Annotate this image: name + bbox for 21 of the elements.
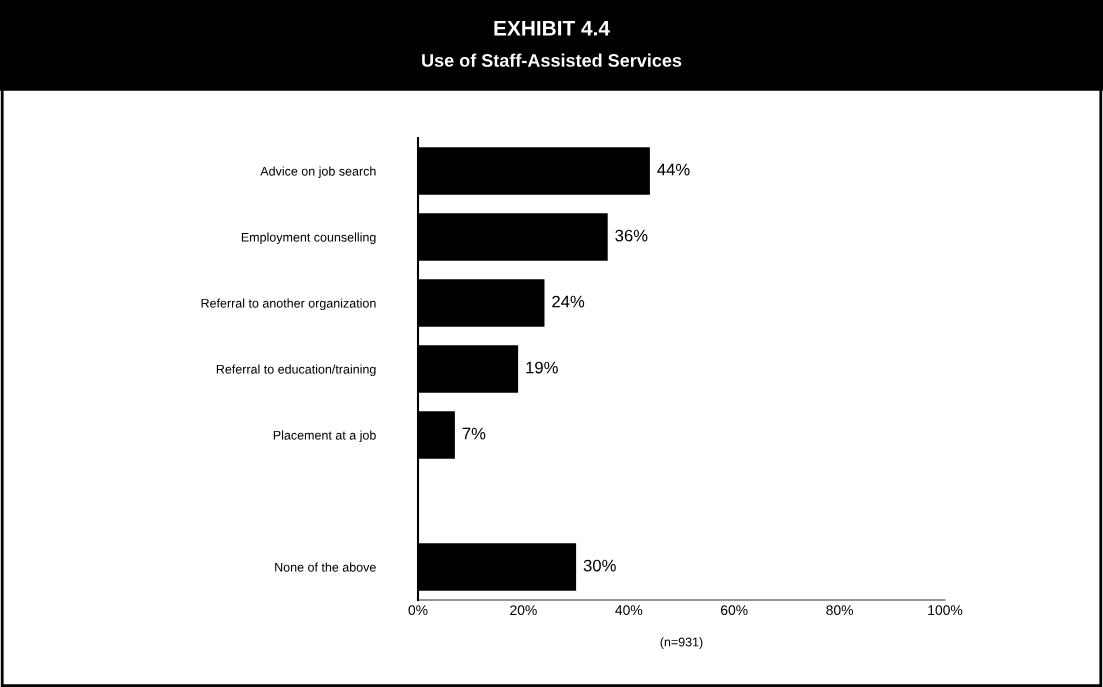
y-tick-label: Referral to education/training	[216, 364, 376, 377]
data-label: 7%	[462, 427, 486, 440]
x-axis-title: (n=931)	[660, 637, 703, 649]
y-tick-label: Placement at a job	[273, 430, 376, 443]
y-tick-label: Employment counselling	[241, 232, 376, 245]
data-label: 36%	[615, 229, 648, 242]
x-tick-label: 40%	[615, 605, 643, 616]
y-tick-label: Advice on job search	[260, 166, 376, 179]
x-tick-label: 80%	[826, 605, 854, 616]
x-tick-label: 20%	[510, 605, 537, 616]
data-label: 30%	[583, 559, 616, 572]
y-tick-label: None of the above	[275, 562, 376, 572]
y-tick-label: Referral to another organization	[201, 298, 376, 311]
chart-subtitle: Use of Staff-Assisted Services	[422, 53, 682, 67]
x-tick-label: 0%	[408, 605, 428, 616]
data-label: 24%	[552, 295, 585, 308]
chart-title: EXHIBIT 4.4	[494, 21, 610, 36]
data-label: 19%	[526, 361, 558, 374]
data-label: 44%	[657, 163, 690, 176]
x-tick-label: 100%	[928, 605, 963, 616]
x-tick-label: 60%	[721, 605, 748, 616]
